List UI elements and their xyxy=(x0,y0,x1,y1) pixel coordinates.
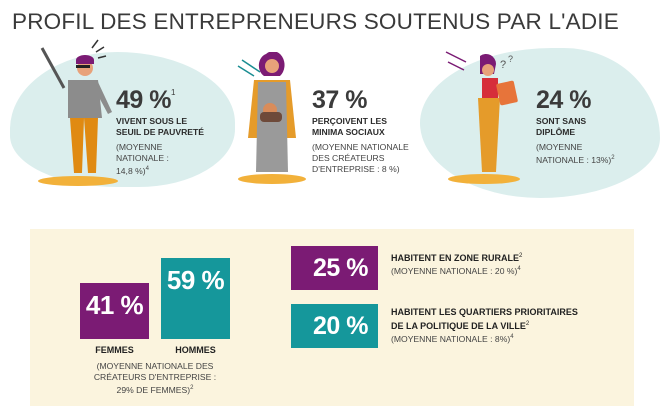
quartiers-value: 20 % xyxy=(313,311,368,340)
stat-note-line: NATIONALE : 13%) xyxy=(536,154,612,165)
footnote-ref: 2 xyxy=(611,155,615,161)
femmes-label: FEMMES xyxy=(95,345,134,355)
stat-note-line: (MOYENNE xyxy=(116,142,163,152)
hommes-bar: 59 % xyxy=(161,258,230,339)
quartiers-note: (MOYENNE NATIONALE : 8%) xyxy=(391,333,511,344)
stat-caption-line: MINIMA SOCIAUX xyxy=(312,127,385,137)
rural-box: 25 % xyxy=(291,246,378,290)
stat-diplome-value: 24 % xyxy=(536,86,591,114)
footnote-ref: 1 xyxy=(170,88,175,97)
gender-note-line: 29% DE FEMMES) xyxy=(116,384,191,395)
footnote-ref: 2 xyxy=(525,321,530,327)
rural-value: 25 % xyxy=(313,253,368,282)
stat-note-line: NATIONALE : xyxy=(116,153,169,163)
man-pointing-illustration xyxy=(38,39,118,186)
gender-note: (MOYENNE NATIONALE DES CRÉATEURS D'ENTRE… xyxy=(60,361,250,396)
quartiers-box: 20 % xyxy=(291,304,378,348)
stat-note-line: D'ENTREPRISE : 8 %) xyxy=(312,164,400,174)
stat-minima-value: 37 % xyxy=(312,86,367,114)
svg-text:?: ? xyxy=(508,54,513,64)
stat-poverty: 49 %1 VIVENT SOUS LE SEUIL DE PAUVRETÉ (… xyxy=(116,86,236,177)
stat-sans-diplome: 24 % SONT SANS DIPLÔME (MOYENNE NATIONAL… xyxy=(536,86,646,166)
quartiers-label-line: HABITENT LES QUARTIERS PRIORITAIRES xyxy=(391,307,578,317)
footnote-ref: 4 xyxy=(145,166,149,172)
footnote-ref: 4 xyxy=(510,334,514,340)
stat-caption-line: PERÇOIVENT LES xyxy=(312,116,387,126)
woman-reading-illustration: ? ? xyxy=(445,51,520,184)
hommes-value: 59 % xyxy=(166,265,225,295)
stat-note-line: (MOYENNE xyxy=(536,142,583,152)
stat-caption-line: DIPLÔME xyxy=(536,127,576,137)
hommes-label: HOMMES xyxy=(175,345,216,355)
stat-value: 49 %1 xyxy=(116,86,236,115)
svg-text:?: ? xyxy=(500,59,506,71)
rural-note: (MOYENNE NATIONALE : 20 %) xyxy=(391,265,518,276)
background-blob-right xyxy=(420,48,660,198)
rural-label: HABITENT EN ZONE RURALE xyxy=(391,253,519,263)
stat-poverty-value: 49 % xyxy=(116,86,171,114)
quartiers-text: HABITENT LES QUARTIERS PRIORITAIRES DE L… xyxy=(391,306,631,345)
rural-text: HABITENT EN ZONE RURALE2 (MOYENNE NATION… xyxy=(391,250,631,277)
page-title: PROFIL DES ENTREPRENEURS SOUTENUS PAR L'… xyxy=(12,9,619,34)
gender-note-line: CRÉATEURS D'ENTREPRISE : xyxy=(93,372,217,382)
stat-caption-line: SONT SANS xyxy=(536,116,587,126)
stat-note-line: (MOYENNE NATIONALE xyxy=(312,142,409,152)
woman-holding-baby-illustration xyxy=(237,52,306,184)
femmes-value: 41 % xyxy=(85,290,144,320)
quartiers-label-line: DE LA POLITIQUE DE LA VILLE xyxy=(391,321,526,331)
footnote-ref: 2 xyxy=(519,253,523,259)
footnote-ref: 2 xyxy=(190,385,194,391)
stat-minima-sociaux: 37 % PERÇOIVENT LES MINIMA SOCIAUX (MOYE… xyxy=(312,86,442,175)
stat-note-line: DES CRÉATEURS xyxy=(312,153,385,163)
femmes-bar: 41 % xyxy=(80,283,149,339)
stat-caption-line: SEUIL DE PAUVRETÉ xyxy=(116,127,205,137)
gender-note-line: (MOYENNE NATIONALE DES xyxy=(96,361,214,371)
stat-note-line: 14,8 %) xyxy=(116,165,146,176)
background-blob-left xyxy=(10,52,235,187)
footnote-ref: 4 xyxy=(517,266,521,272)
stat-caption-line: VIVENT SOUS LE xyxy=(116,116,188,126)
